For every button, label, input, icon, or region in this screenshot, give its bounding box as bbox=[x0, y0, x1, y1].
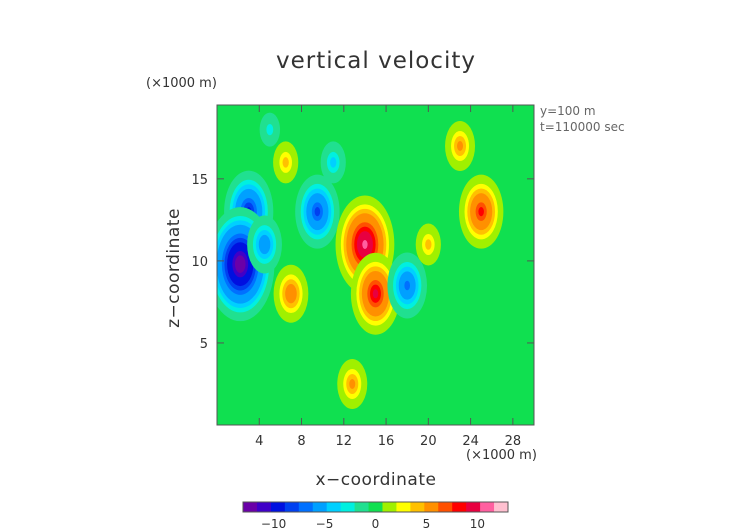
colorbar: −10 −5 0 5 10 bbox=[242, 501, 509, 531]
colorbar-tick-label-4: 10 bbox=[470, 517, 485, 531]
x-tick-label-1: 8 bbox=[297, 434, 305, 449]
colorbar-segment-17 bbox=[480, 502, 495, 512]
field-contour-14-4 bbox=[330, 157, 337, 168]
plot-frame bbox=[216, 104, 535, 426]
colorbar-segment-7 bbox=[340, 502, 355, 512]
colorbar-segment-5 bbox=[312, 502, 328, 512]
colorbar-frame bbox=[242, 501, 509, 513]
field-contour-10-8 bbox=[478, 207, 484, 217]
colorbar-segment-0 bbox=[243, 502, 258, 512]
field-contour-8-7 bbox=[404, 280, 411, 291]
colorbar-tick-label-3: 5 bbox=[423, 517, 431, 531]
colorbar-segment-10 bbox=[382, 502, 397, 512]
y-axis-ticks: 5 10 15 bbox=[191, 173, 534, 352]
colorbar-segment-4 bbox=[298, 502, 314, 512]
field-contour-1-13 bbox=[237, 259, 243, 269]
annotation-time: t=110000 sec bbox=[540, 120, 625, 134]
field-contour-11-5 bbox=[457, 141, 464, 152]
chart-title: vertical velocity bbox=[276, 48, 476, 74]
annotation-y-position: y=100 m bbox=[540, 104, 596, 118]
field-contour-5-6 bbox=[288, 288, 294, 299]
y-tick-label-2: 15 bbox=[191, 173, 208, 188]
field-contour-13-3 bbox=[266, 123, 274, 136]
colorbar-segment-11 bbox=[396, 502, 411, 512]
x-axis-unit: (×1000 m) bbox=[466, 448, 537, 463]
y-tick-label-0: 5 bbox=[200, 337, 208, 352]
colorbar-segment-8 bbox=[354, 502, 369, 512]
field-contour-2-8 bbox=[314, 207, 321, 217]
colorbar-tick-label-2: 0 bbox=[372, 517, 380, 531]
x-tick-label-5: 24 bbox=[462, 434, 479, 449]
colorbar-segment-13 bbox=[424, 502, 439, 512]
colorbar-segment-18 bbox=[494, 502, 509, 512]
colorbar-segment-16 bbox=[466, 502, 481, 512]
y-axis-unit: (×1000 m) bbox=[146, 76, 217, 91]
colorbar-segment-12 bbox=[410, 502, 425, 512]
field-contour-7-9 bbox=[372, 289, 379, 299]
colorbar-segment-3 bbox=[284, 502, 300, 512]
x-axis-label: x−coordinate bbox=[315, 470, 437, 490]
x-tick-label-6: 28 bbox=[505, 434, 522, 449]
field-contour-4-4 bbox=[282, 157, 289, 168]
colorbar-segment-9 bbox=[368, 502, 383, 512]
colorbar-segment-6 bbox=[326, 502, 342, 512]
x-tick-label-4: 20 bbox=[420, 434, 437, 449]
field-contour-9-4 bbox=[425, 239, 432, 250]
colorbar-segment-1 bbox=[256, 502, 272, 512]
colorbar-segment-2 bbox=[270, 502, 286, 512]
colorbar-tick-label-1: −5 bbox=[316, 517, 334, 531]
colorbar-tick-label-0: −10 bbox=[261, 517, 286, 531]
colorbar-segment-14 bbox=[438, 502, 453, 512]
plot-area bbox=[217, 105, 534, 425]
field-contour-6-11 bbox=[362, 240, 368, 249]
x-tick-label-2: 12 bbox=[336, 434, 353, 449]
field-contour-12-5 bbox=[349, 378, 356, 389]
colorbar-segment-15 bbox=[452, 502, 467, 512]
field-contour-3-6 bbox=[261, 239, 268, 250]
y-tick-label-1: 10 bbox=[191, 255, 208, 270]
x-axis-ticks: 4 8 12 16 20 24 28 bbox=[255, 105, 521, 449]
x-tick-label-0: 4 bbox=[255, 434, 263, 449]
x-tick-label-3: 16 bbox=[378, 434, 395, 449]
